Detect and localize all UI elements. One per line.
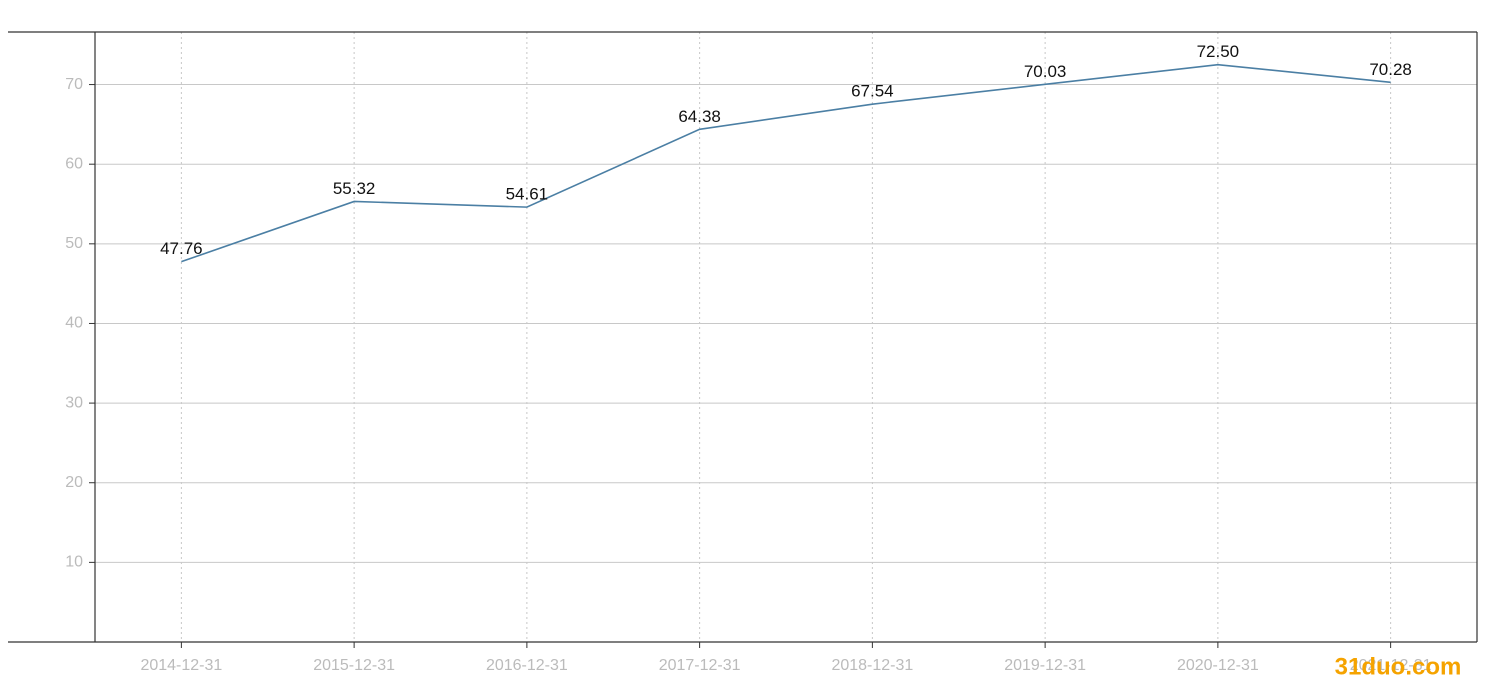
y-tick-label: 70: [65, 76, 83, 93]
y-tick-label: 10: [65, 554, 83, 571]
x-tick-label: 2021-12-31: [1350, 657, 1432, 674]
y-tick-label: 40: [65, 315, 83, 332]
x-tick-label: 2019-12-31: [1004, 657, 1086, 674]
data-label: 54.61: [506, 185, 549, 204]
data-label: 70.03: [1024, 62, 1067, 81]
watermark: 31duo.com: [1335, 653, 1462, 680]
x-tick-label: 2014-12-31: [140, 657, 222, 674]
data-label: 64.38: [678, 107, 721, 126]
y-tick-label: 60: [65, 155, 83, 172]
x-tick-label: 2015-12-31: [313, 657, 395, 674]
x-tick-label: 2020-12-31: [1177, 657, 1259, 674]
data-label: 72.50: [1197, 42, 1240, 61]
data-label: 55.32: [333, 179, 376, 198]
data-label: 70.28: [1369, 60, 1412, 79]
y-tick-label: 50: [65, 235, 83, 252]
y-tick-label: 30: [65, 394, 83, 411]
x-tick-label: 2016-12-31: [486, 657, 568, 674]
data-label: 47.76: [160, 239, 203, 258]
data-line: [181, 63, 1391, 263]
x-tick-label: 2017-12-31: [659, 657, 741, 674]
x-tick-label: 2018-12-31: [831, 657, 913, 674]
y-tick-label: 20: [65, 474, 83, 491]
data-label: 67.54: [851, 82, 894, 101]
